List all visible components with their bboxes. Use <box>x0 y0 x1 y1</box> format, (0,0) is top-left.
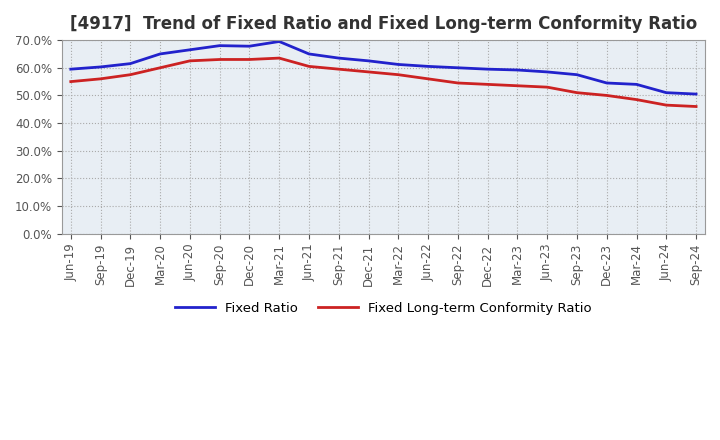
Fixed Ratio <box>572 72 581 77</box>
Fixed Long-term Conformity Ratio <box>513 83 522 88</box>
Fixed Ratio <box>454 65 462 70</box>
Fixed Ratio <box>603 81 611 86</box>
Fixed Ratio <box>245 44 253 49</box>
Fixed Long-term Conformity Ratio <box>66 79 75 84</box>
Fixed Long-term Conformity Ratio <box>692 104 701 109</box>
Fixed Long-term Conformity Ratio <box>126 72 135 77</box>
Fixed Ratio <box>215 43 224 48</box>
Fixed Ratio <box>543 69 552 74</box>
Title: [4917]  Trend of Fixed Ratio and Fixed Long-term Conformity Ratio: [4917] Trend of Fixed Ratio and Fixed Lo… <box>70 15 697 33</box>
Legend: Fixed Ratio, Fixed Long-term Conformity Ratio: Fixed Ratio, Fixed Long-term Conformity … <box>170 297 597 320</box>
Fixed Long-term Conformity Ratio <box>572 90 581 95</box>
Fixed Long-term Conformity Ratio <box>454 81 462 86</box>
Fixed Long-term Conformity Ratio <box>394 72 402 77</box>
Fixed Ratio <box>96 64 105 70</box>
Fixed Ratio <box>275 39 284 44</box>
Fixed Ratio <box>662 90 670 95</box>
Fixed Ratio <box>513 67 522 73</box>
Line: Fixed Ratio: Fixed Ratio <box>71 41 696 94</box>
Fixed Long-term Conformity Ratio <box>275 55 284 61</box>
Fixed Ratio <box>394 62 402 67</box>
Fixed Ratio <box>126 61 135 66</box>
Fixed Long-term Conformity Ratio <box>424 76 433 81</box>
Fixed Long-term Conformity Ratio <box>305 64 313 69</box>
Fixed Long-term Conformity Ratio <box>215 57 224 62</box>
Fixed Ratio <box>186 47 194 52</box>
Fixed Long-term Conformity Ratio <box>156 65 164 70</box>
Fixed Long-term Conformity Ratio <box>603 93 611 98</box>
Fixed Long-term Conformity Ratio <box>543 84 552 90</box>
Fixed Long-term Conformity Ratio <box>335 66 343 72</box>
Fixed Ratio <box>632 82 641 87</box>
Fixed Ratio <box>692 92 701 97</box>
Fixed Ratio <box>66 66 75 72</box>
Fixed Long-term Conformity Ratio <box>662 103 670 108</box>
Line: Fixed Long-term Conformity Ratio: Fixed Long-term Conformity Ratio <box>71 58 696 106</box>
Fixed Long-term Conformity Ratio <box>483 82 492 87</box>
Fixed Ratio <box>156 51 164 57</box>
Fixed Long-term Conformity Ratio <box>245 57 253 62</box>
Fixed Long-term Conformity Ratio <box>364 69 373 74</box>
Fixed Ratio <box>483 66 492 72</box>
Fixed Ratio <box>424 64 433 69</box>
Fixed Ratio <box>335 55 343 61</box>
Fixed Ratio <box>305 51 313 57</box>
Fixed Long-term Conformity Ratio <box>96 76 105 81</box>
Fixed Long-term Conformity Ratio <box>186 58 194 63</box>
Fixed Long-term Conformity Ratio <box>632 97 641 102</box>
Fixed Ratio <box>364 58 373 63</box>
